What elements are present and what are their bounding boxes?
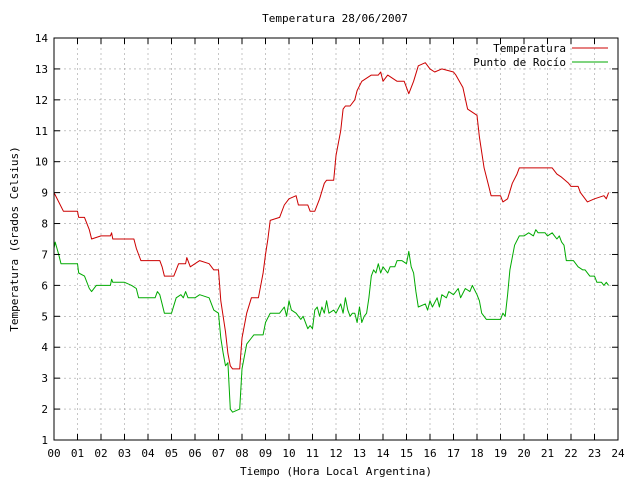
x-tick-label: 20 (517, 447, 530, 460)
x-tick-label: 15 (400, 447, 413, 460)
x-tick-label: 01 (71, 447, 84, 460)
x-tick-label: 10 (282, 447, 295, 460)
x-tick-label: 12 (329, 447, 342, 460)
x-tick-label: 17 (447, 447, 460, 460)
y-tick-label: 13 (35, 63, 48, 76)
ticks (53, 37, 619, 441)
x-tick-label: 21 (541, 447, 554, 460)
x-tick-label: 09 (259, 447, 272, 460)
x-tick-label: 05 (165, 447, 178, 460)
legend: Temperatura Punto de Rocío (473, 42, 608, 69)
y-tick-label: 3 (41, 372, 48, 385)
x-axis-label: Tiempo (Hora Local Argentina) (240, 465, 432, 478)
y-tick-label: 2 (41, 403, 48, 416)
chart-title: Temperatura 28/06/2007 (262, 12, 408, 25)
x-tick-label: 11 (306, 447, 319, 460)
y-tick-label: 7 (41, 248, 48, 261)
y-tick-label: 11 (35, 125, 48, 138)
x-tick-label: 13 (353, 447, 366, 460)
y-tick-label: 5 (41, 310, 48, 323)
y-axis-label: Temperatura (Grados Celsius) (8, 146, 21, 331)
y-tick-label: 10 (35, 156, 48, 169)
y-tick-label: 12 (35, 94, 48, 107)
x-tick-label: 22 (564, 447, 577, 460)
x-tick-label: 08 (235, 447, 248, 460)
x-tick-label: 18 (470, 447, 483, 460)
legend-label-temperatura: Temperatura (493, 42, 566, 55)
x-tick-label: 02 (94, 447, 107, 460)
x-tick-label: 04 (141, 447, 155, 460)
y-tick-label: 4 (41, 341, 48, 354)
x-tick-label: 14 (376, 447, 390, 460)
x-tick-label: 16 (423, 447, 436, 460)
series-layer (53, 62, 610, 413)
legend-label-punto-de-rocio: Punto de Rocío (473, 56, 566, 69)
series-line-temperatura (53, 62, 610, 370)
x-tick-labels: 00 01 02 03 04 05 06 07 08 09 10 11 12 13 14 15 16 17 18 19… (47, 447, 625, 460)
x-tick-label: 00 (47, 447, 60, 460)
x-tick-label: 03 (118, 447, 131, 460)
y-tick-label: 14 (35, 32, 49, 45)
x-tick-label: 19 (494, 447, 507, 460)
series-line-punto-de-rocio (53, 229, 610, 413)
grid (54, 38, 618, 440)
y-tick-label: 9 (41, 187, 48, 200)
x-tick-label: 23 (588, 447, 601, 460)
y-tick-label: 6 (41, 279, 48, 292)
x-tick-label: 07 (212, 447, 225, 460)
y-tick-label: 8 (41, 218, 48, 231)
x-tick-label: 24 (611, 447, 625, 460)
x-tick-label: 06 (188, 447, 201, 460)
y-tick-label: 1 (41, 434, 48, 447)
